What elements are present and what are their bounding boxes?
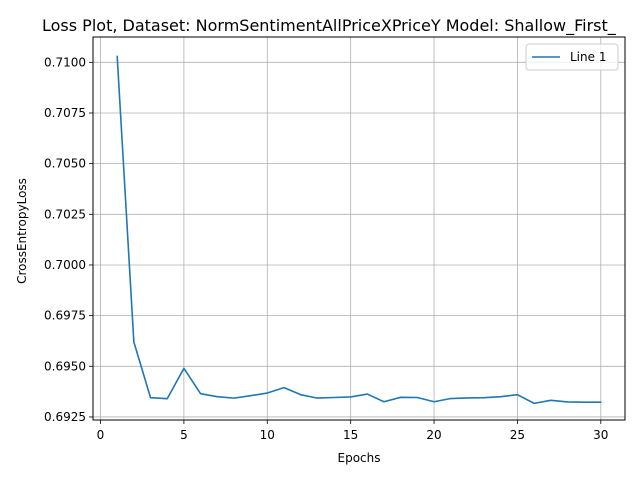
y-tick-label: 0.6975: [44, 309, 86, 323]
legend-box: [525, 43, 619, 71]
x-tick-label: 20: [426, 428, 441, 442]
x-tick-label: 5: [180, 428, 188, 442]
x-tick-label: 25: [510, 428, 525, 442]
series-line-1: [116, 55, 602, 405]
x-tick-label: 15: [343, 428, 358, 442]
y-tick-label: 0.7025: [44, 207, 86, 221]
chart-title: Loss Plot, Dataset: NormSentimentAllPric…: [42, 16, 617, 36]
x-tick-label: 0: [97, 428, 105, 442]
y-tick-label: 0.6925: [44, 410, 86, 424]
x-axis-label: Epochs: [338, 451, 381, 465]
y-tick-label: 0.7075: [44, 106, 86, 120]
x-axis-ticks: 0 5 10 15 20 25 30: [97, 420, 608, 442]
x-tick-label: 10: [260, 428, 275, 442]
legend-label-line-1: Line 1: [570, 50, 606, 64]
y-axis-label: CrossEntropyLoss: [15, 178, 29, 284]
plot-frame: [92, 36, 626, 421]
y-tick-label: 0.7100: [44, 55, 86, 69]
legend: Line 1: [525, 43, 619, 71]
y-tick-label: 0.7050: [44, 157, 86, 171]
y-tick-label: 0.7000: [44, 258, 86, 272]
grid-lines: [93, 37, 625, 420]
y-tick-label: 0.6950: [44, 359, 86, 373]
y-axis-ticks: 0.6925 0.6950 0.6975 0.7000 0.7025 0.7050 0.70…: [44, 55, 93, 424]
x-tick-label: 30: [593, 428, 608, 442]
